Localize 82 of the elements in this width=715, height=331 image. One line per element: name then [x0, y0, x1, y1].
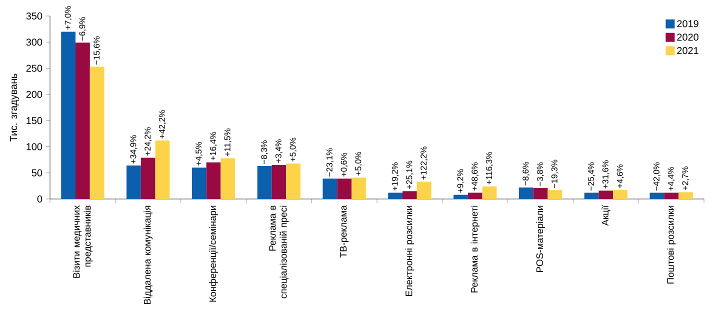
- bar: [61, 32, 76, 199]
- annotation: +4,5%: [196, 142, 203, 166]
- annotation: +11,5%: [224, 128, 232, 156]
- annotation: −25,4%: [588, 162, 596, 191]
- annotation: +2,7%: [682, 166, 690, 190]
- bar: [402, 191, 417, 199]
- x-tick-label: Реклама в спеціалізованій пресі: [269, 206, 289, 298]
- x-tick-label: Електронні розсилки: [405, 206, 414, 296]
- x-tick-label: ТВ-реклама: [340, 205, 349, 258]
- bar: [322, 178, 338, 199]
- bar: [155, 140, 170, 199]
- bar: [257, 166, 272, 199]
- y-tick-label: 200: [26, 90, 42, 98]
- bar: [584, 192, 599, 199]
- bar: [286, 163, 300, 199]
- annotation: +4,6%: [616, 164, 624, 188]
- annotation: +24,2%: [144, 127, 152, 156]
- bar: [548, 190, 562, 199]
- y-tick-label: 250: [26, 64, 42, 72]
- bar: [678, 192, 693, 199]
- y-tick-label: 300: [26, 38, 42, 46]
- bar: [482, 186, 497, 199]
- x-tick-label: Конференції/семінари: [209, 206, 218, 302]
- x-tick-label: Акції: [602, 205, 610, 226]
- bar: [192, 168, 206, 199]
- annotation: +9,2%: [457, 169, 464, 193]
- bar: [90, 66, 104, 199]
- legend-label: 2021: [677, 47, 698, 54]
- annotation: +19,2%: [392, 162, 399, 191]
- annotation: −6,9%: [79, 17, 86, 41]
- bar: [598, 190, 614, 199]
- bar: [337, 178, 352, 199]
- bar: [533, 188, 548, 199]
- annotation: +25,1%: [406, 160, 414, 190]
- y-tick-label: 0: [37, 195, 42, 203]
- annotation: −8,6%: [522, 162, 530, 186]
- annotation: +122,2%: [420, 146, 428, 180]
- annotation: −23,1%: [326, 148, 334, 176]
- annotation: +42,2%: [159, 110, 166, 138]
- legend-label: 2020: [677, 34, 698, 41]
- annotation: +48,6%: [472, 162, 479, 191]
- annotation: +34,9%: [130, 135, 138, 164]
- annotation: +4,4%: [668, 167, 675, 191]
- bar: [352, 178, 366, 199]
- y-tick-label: 50: [32, 169, 42, 176]
- annotation: −8,3%: [261, 140, 268, 164]
- x-tick-label: Візити медичних представників: [72, 205, 93, 278]
- annotation: +7,0%: [64, 6, 72, 30]
- x-tick-label: POS-матеріали: [536, 206, 545, 272]
- annotation: +116,3%: [486, 152, 493, 184]
- annotation: +31,6%: [602, 160, 610, 189]
- y-tick-label: 150: [26, 117, 42, 124]
- annotation: +5,0%: [355, 152, 362, 176]
- annotation: +0,6%: [340, 152, 348, 177]
- bar: [220, 158, 236, 199]
- y-tick-label: 100: [26, 143, 42, 150]
- bar: [613, 190, 628, 199]
- bar: [76, 42, 90, 199]
- bar: [126, 166, 141, 199]
- x-tick-label: Реклама в інтернеті: [470, 206, 480, 292]
- y-tick-label: 350: [26, 12, 42, 20]
- annotation: −15,6%: [94, 36, 101, 65]
- bar: [518, 187, 534, 199]
- annotation: +5,0%: [290, 138, 297, 162]
- x-tick-label: Поштові розсилки: [666, 206, 676, 284]
- bar: [650, 192, 664, 199]
- bar: [388, 192, 403, 199]
- bar: [664, 192, 679, 199]
- legend-label: 2019: [677, 20, 698, 28]
- bar: [206, 162, 221, 199]
- annotation: +3,4%: [275, 139, 282, 163]
- bar: [272, 165, 286, 199]
- bar: [416, 182, 432, 199]
- annotation: −19,3%: [551, 160, 558, 188]
- y-axis-title: Тис. згадувань: [10, 74, 20, 142]
- bar: [140, 158, 156, 199]
- annotation: +16,4%: [210, 132, 217, 160]
- bar: [454, 194, 468, 199]
- x-tick-label: Віддалена комунікація: [144, 206, 153, 304]
- annotation: −42,0%: [653, 162, 660, 191]
- annotation: −3,8%: [537, 162, 544, 186]
- bar: [468, 192, 482, 199]
